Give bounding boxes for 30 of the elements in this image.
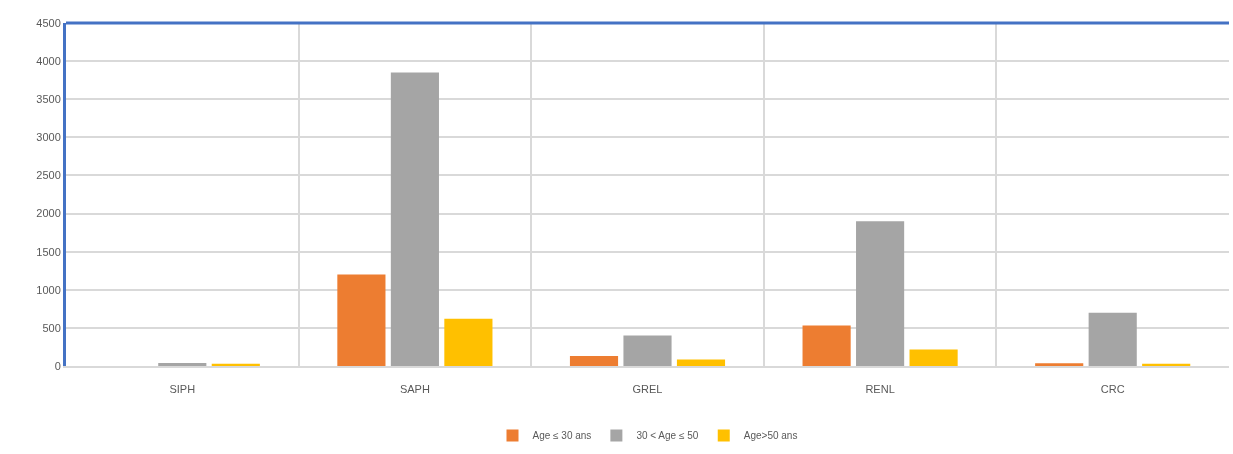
x-tick-label: CRC	[1100, 383, 1125, 396]
bar	[444, 318, 493, 366]
x-tick-label: SAPH	[399, 383, 430, 396]
y-tick-label: 0	[54, 359, 61, 372]
y-tick-label: 500	[42, 321, 61, 334]
bar	[1088, 312, 1137, 366]
y-tick-label: 3000	[36, 131, 61, 144]
bar	[623, 335, 672, 366]
x-tick-label: GREL	[632, 383, 663, 396]
legend-label: 30 < Age ≤ 50	[636, 430, 699, 442]
bar	[909, 349, 958, 366]
y-tick-label: 4000	[36, 54, 61, 67]
bar	[856, 221, 905, 366]
x-tick-label: SIPH	[169, 383, 196, 396]
y-tick-label: 2000	[36, 207, 61, 220]
bar	[1035, 363, 1084, 366]
y-tick-label: 1000	[36, 283, 61, 296]
bar	[569, 356, 619, 366]
bar	[802, 325, 851, 366]
bar	[337, 274, 386, 366]
y-tick-label: 3500	[36, 93, 61, 106]
bar	[676, 359, 726, 366]
bar	[390, 72, 439, 366]
y-tick-label: 2500	[36, 169, 61, 182]
legend-label: Age ≤ 30 ans	[532, 430, 592, 442]
x-tick-label: RENL	[865, 383, 895, 396]
legend-label: Age>50 ans	[743, 430, 798, 442]
y-tick-label: 4500	[36, 16, 61, 29]
y-tick-label: 1500	[36, 245, 61, 258]
bar	[158, 362, 207, 366]
